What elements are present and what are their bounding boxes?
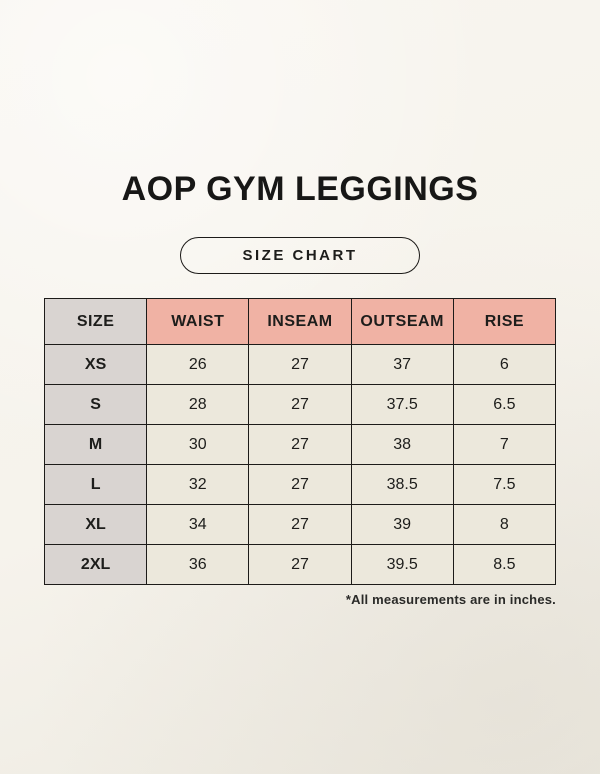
column-header-inseam: INSEAM xyxy=(248,298,352,345)
waist-value: 36 xyxy=(146,544,250,585)
column-header-waist: WAIST xyxy=(146,298,250,345)
column-header-size: SIZE xyxy=(43,298,148,345)
inseam-value: 27 xyxy=(248,544,352,585)
waist-value: 26 xyxy=(146,344,250,385)
size-chart-table: SIZE WAIST INSEAM OUTSEAM RISE XS 26 27 … xyxy=(43,298,557,585)
table-row-l: L 32 27 38.5 7.5 xyxy=(43,464,557,505)
table-row-xs: XS 26 27 37 6 xyxy=(43,344,557,385)
size-label: M xyxy=(43,424,148,465)
column-header-outseam: OUTSEAM xyxy=(350,298,454,345)
size-label: XL xyxy=(43,504,148,545)
table-header-row: SIZE WAIST INSEAM OUTSEAM RISE xyxy=(43,298,557,345)
page-title: AOP GYM LEGGINGS xyxy=(121,170,479,208)
outseam-value: 39.5 xyxy=(350,544,454,585)
rise-value: 8.5 xyxy=(452,544,557,585)
rise-value: 6 xyxy=(452,344,557,385)
outseam-value: 37 xyxy=(350,344,454,385)
rise-value: 8 xyxy=(452,504,557,545)
outseam-value: 39 xyxy=(350,504,454,545)
size-chart-badge: SIZE CHART xyxy=(180,237,420,274)
size-chart-graphic: AOP GYM LEGGINGS SIZE CHART SIZE WAIST I… xyxy=(43,170,557,607)
inseam-value: 27 xyxy=(248,344,352,385)
inseam-value: 27 xyxy=(248,424,352,465)
table-row-s: S 28 27 37.5 6.5 xyxy=(43,384,557,425)
table-row-2xl: 2XL 36 27 39.5 8.5 xyxy=(43,544,557,585)
inseam-value: 27 xyxy=(248,464,352,505)
rise-value: 6.5 xyxy=(452,384,557,425)
outseam-value: 37.5 xyxy=(350,384,454,425)
rise-value: 7 xyxy=(452,424,557,465)
waist-value: 32 xyxy=(146,464,250,505)
outseam-value: 38.5 xyxy=(350,464,454,505)
size-label: XS xyxy=(43,344,148,385)
column-header-rise: RISE xyxy=(452,298,557,345)
inseam-value: 27 xyxy=(248,504,352,545)
size-label: L xyxy=(43,464,148,505)
table-row-xl: XL 34 27 39 8 xyxy=(43,504,557,545)
waist-value: 30 xyxy=(146,424,250,465)
size-label: S xyxy=(43,384,148,425)
table-row-m: M 30 27 38 7 xyxy=(43,424,557,465)
size-chart-badge-label: SIZE CHART xyxy=(242,247,358,264)
waist-value: 34 xyxy=(146,504,250,545)
inseam-value: 27 xyxy=(248,384,352,425)
rise-value: 7.5 xyxy=(452,464,557,505)
waist-value: 28 xyxy=(146,384,250,425)
measurements-footnote: *All measurements are in inches. xyxy=(345,592,556,607)
size-label: 2XL xyxy=(43,544,148,585)
outseam-value: 38 xyxy=(350,424,454,465)
